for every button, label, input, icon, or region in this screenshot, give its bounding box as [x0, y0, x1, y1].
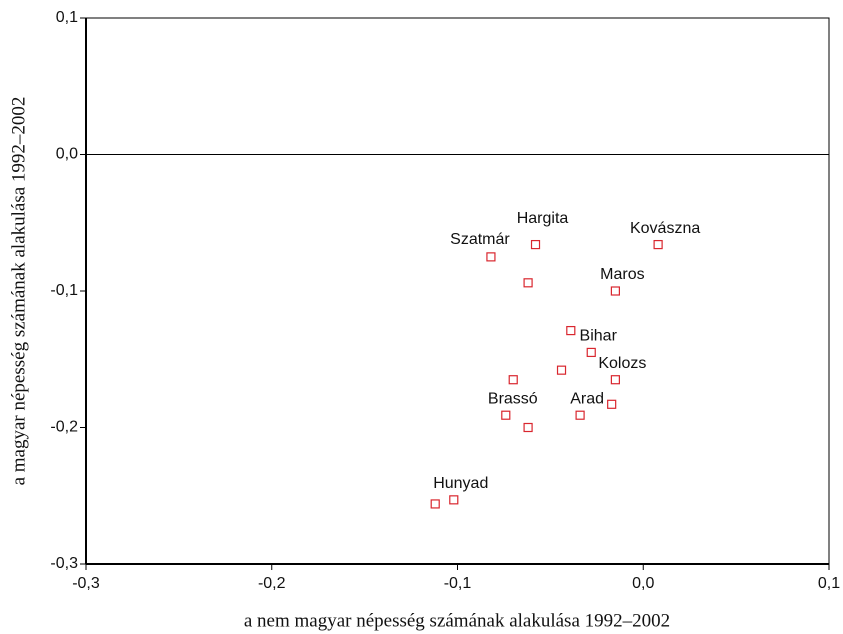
point	[449, 495, 459, 505]
y-tick-label: -0,2	[50, 419, 78, 436]
point	[556, 365, 567, 375]
point-label: Arad	[570, 390, 604, 407]
point	[586, 347, 596, 358]
point	[607, 399, 617, 409]
y-tick-label: 0,1	[56, 9, 78, 26]
x-tick-label: 0,1	[818, 575, 840, 592]
point-label: Maros	[600, 266, 644, 283]
point-label: Hunyad	[433, 475, 488, 492]
x-axis-title: a nem magyar népesség számának alakulása…	[244, 610, 670, 631]
point-label: Bihar	[580, 328, 618, 345]
point-label: Brassó	[488, 390, 538, 407]
point	[653, 239, 663, 250]
point-label: Hargita	[517, 210, 569, 227]
point	[610, 286, 620, 296]
point	[523, 422, 533, 433]
point-label: Kovászna	[630, 220, 700, 237]
point	[575, 410, 585, 420]
point	[486, 252, 496, 262]
point	[430, 499, 440, 509]
point	[530, 239, 541, 250]
x-tick-label: -0,3	[72, 575, 100, 592]
point	[501, 410, 511, 420]
point	[566, 325, 576, 336]
point	[610, 375, 620, 385]
x-tick-label: -0,2	[258, 575, 286, 592]
y-tick-label: 0,0	[56, 146, 78, 163]
y-tick-label: -0,3	[50, 555, 78, 572]
point	[508, 375, 518, 385]
x-tick-label: -0,1	[444, 575, 472, 592]
point-label: Kolozs	[598, 355, 646, 372]
y-axis-title: a magyar népesség számának alakulása 199…	[8, 97, 29, 486]
y-tick-label: -0,1	[50, 282, 78, 299]
point	[523, 278, 533, 288]
x-tick-label: 0,0	[632, 575, 654, 592]
point-label: Szatmár	[450, 231, 510, 248]
